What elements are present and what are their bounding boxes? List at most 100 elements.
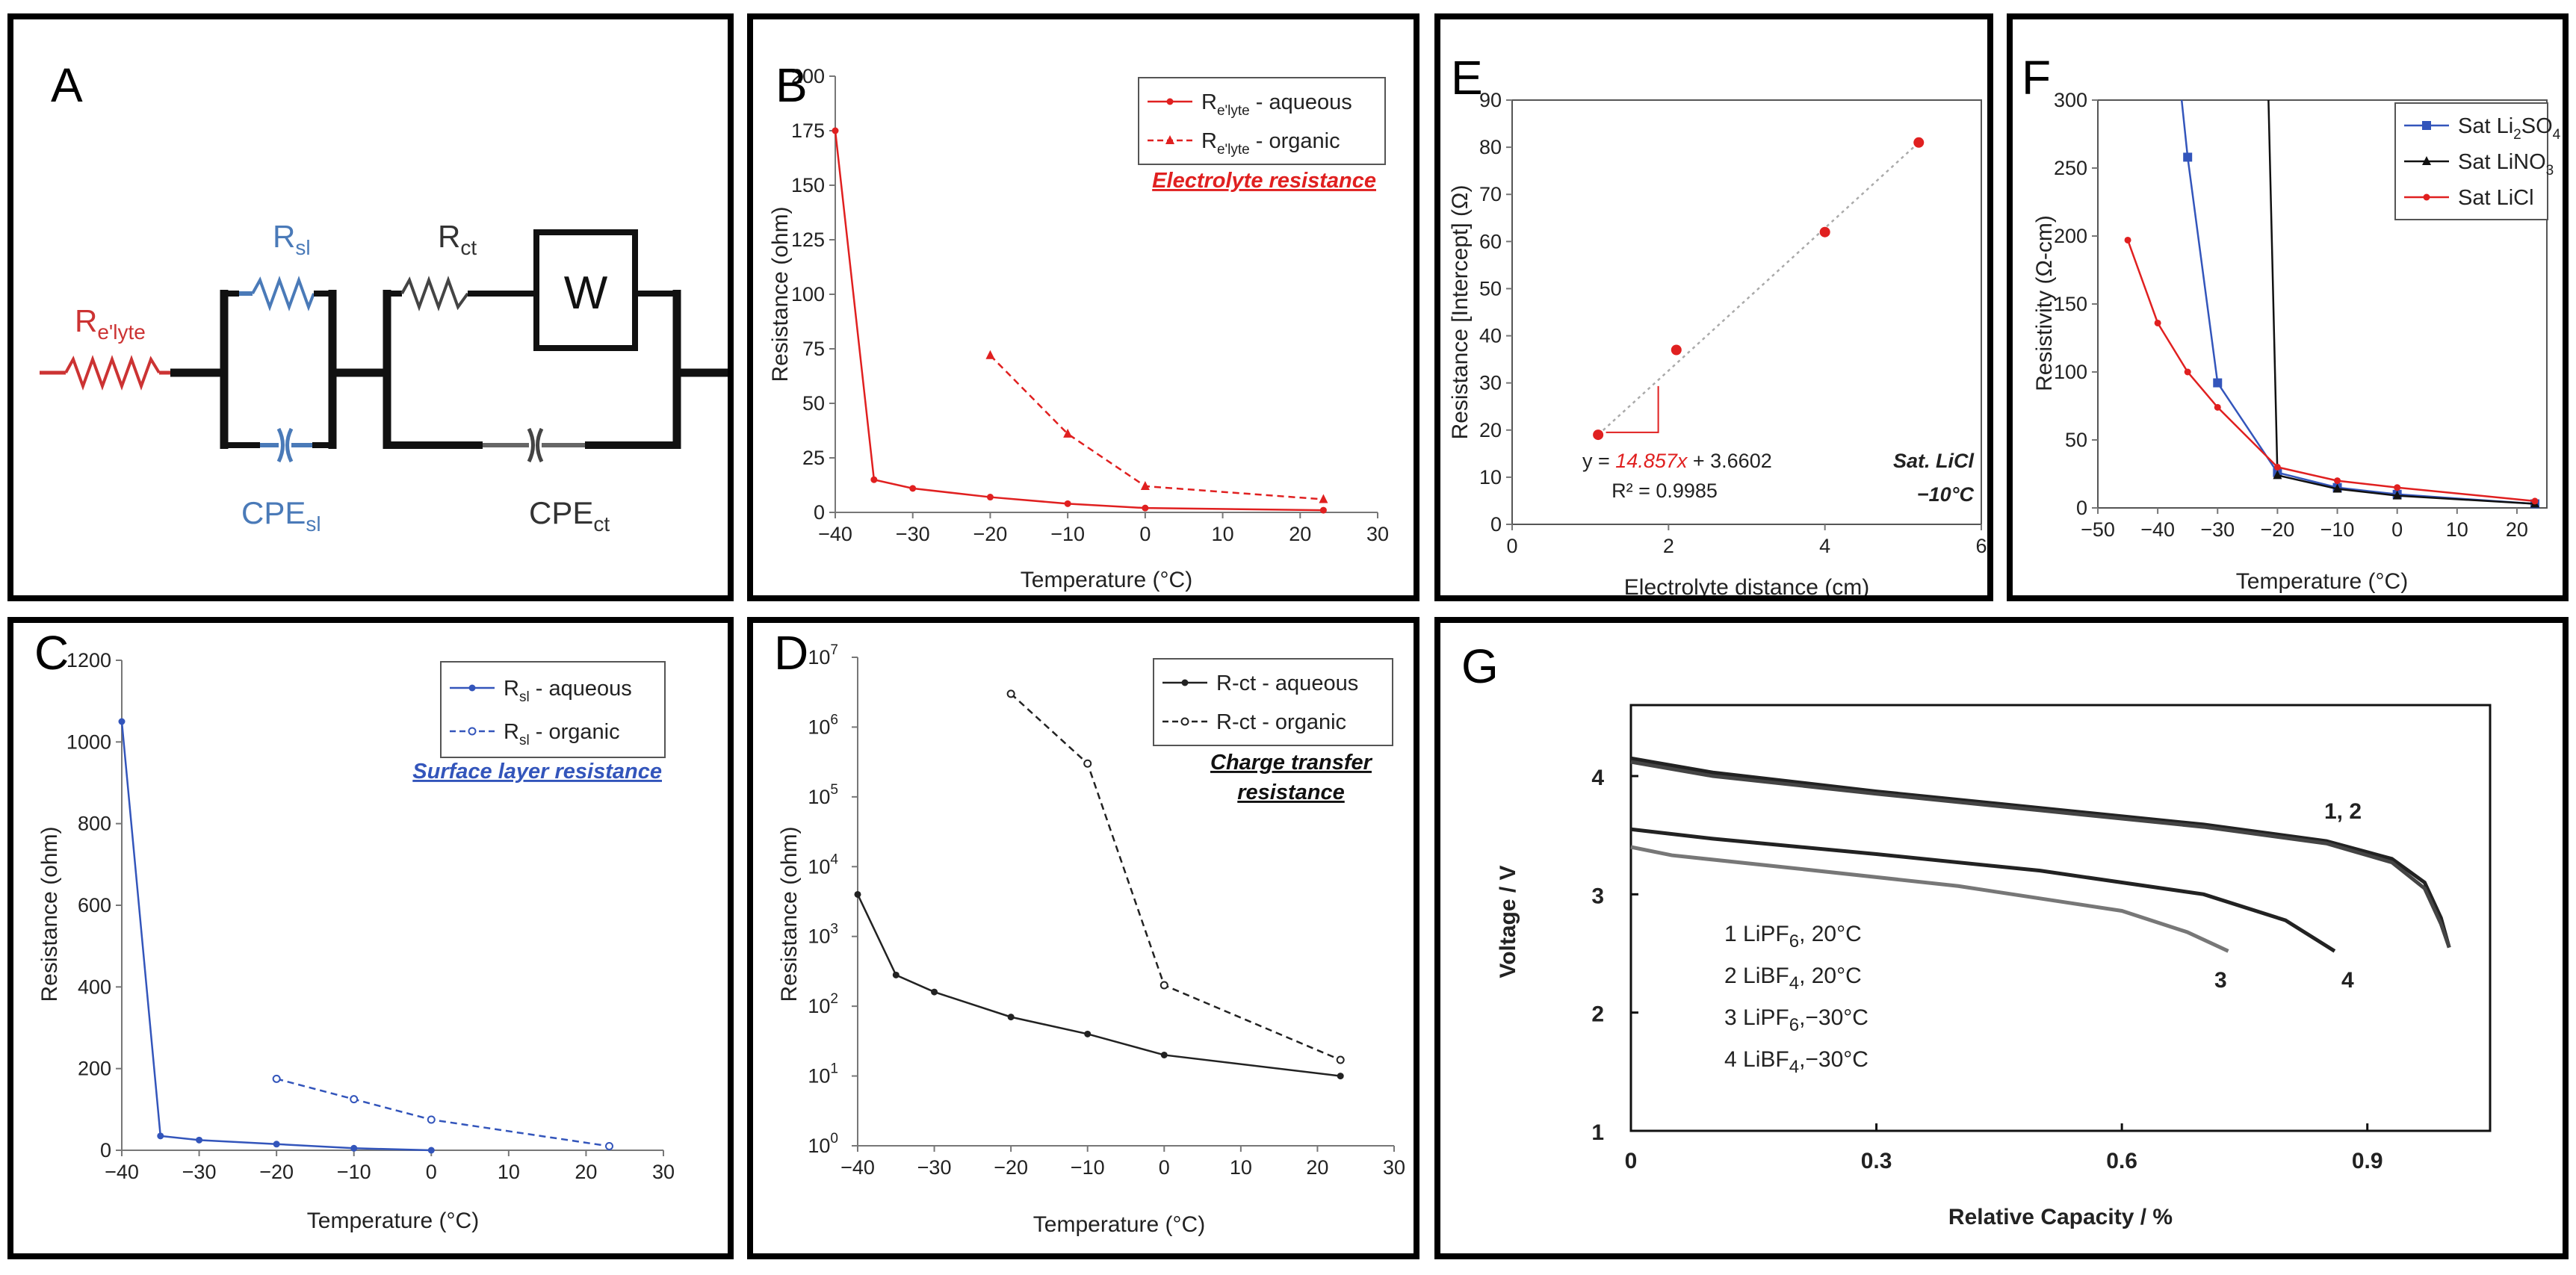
y-tick-label: 50 bbox=[802, 392, 825, 415]
data-point bbox=[1006, 689, 1015, 698]
data-point bbox=[2332, 483, 2342, 493]
curve-line bbox=[1630, 845, 2229, 953]
y-tick-label: 200 bbox=[791, 65, 825, 87]
x-tick-label: −20 bbox=[259, 1161, 294, 1183]
r-ct-resistor bbox=[400, 276, 469, 311]
x-tick-label: −40 bbox=[105, 1161, 139, 1183]
data-point bbox=[2334, 477, 2341, 485]
x-tick-label: −20 bbox=[994, 1156, 1028, 1179]
y-tick-label: 107 bbox=[808, 642, 838, 668]
x-tick-label: 30 bbox=[1366, 523, 1389, 545]
x-tick-label: 10 bbox=[1212, 523, 1234, 545]
x-tick-label: 0.3 bbox=[1861, 1149, 1892, 1173]
series-r bbox=[272, 1074, 613, 1151]
y-tick-label: 60 bbox=[1479, 230, 1502, 252]
x-tick-label: −30 bbox=[2200, 518, 2235, 541]
chart-f: −50 −40 −30 −20 −10 0 10 20050100150200250300FT… bbox=[2022, 51, 2561, 594]
y-tick-label: 25 bbox=[802, 447, 825, 469]
y-tick-label: 70 bbox=[1479, 183, 1502, 205]
data-point bbox=[1319, 506, 1327, 514]
legend-label: R-ct - aqueous bbox=[1216, 671, 1358, 695]
annotation-line-2: resistance bbox=[1237, 781, 1345, 804]
x-tick-label: 30 bbox=[1383, 1156, 1405, 1179]
data-point bbox=[2394, 484, 2401, 491]
x-tick-label: 20 bbox=[575, 1161, 597, 1183]
x-tick-label: 10 bbox=[1230, 1156, 1252, 1179]
y-tick-label: 50 bbox=[1479, 277, 1502, 300]
x-axis-title: Temperature (°C) bbox=[1033, 1212, 1205, 1237]
series-line bbox=[1010, 692, 1341, 1061]
y-tick-label: 250 bbox=[2054, 157, 2087, 179]
data-point bbox=[1337, 1073, 1344, 1080]
label-w: W bbox=[564, 267, 608, 319]
y-tick-label: 2 bbox=[1591, 1002, 1604, 1027]
legend-label: R-ct - organic bbox=[1216, 710, 1346, 734]
discharge-curve-4 bbox=[1630, 827, 2336, 953]
y-tick-label: 150 bbox=[2054, 293, 2087, 315]
x-tick-label: −30 bbox=[917, 1156, 952, 1179]
y-tick-label: 100 bbox=[808, 1131, 838, 1157]
fit-r-squared: R² = 0.9985 bbox=[1611, 480, 1718, 502]
x-tick-label: −30 bbox=[182, 1161, 217, 1183]
y-tick-label: 10 bbox=[1479, 466, 1502, 488]
data-point bbox=[1084, 1030, 1092, 1037]
curve-line bbox=[1630, 827, 2336, 953]
x-tick-label: −40 bbox=[2140, 518, 2175, 541]
x-tick-label: 0 bbox=[1159, 1156, 1170, 1179]
data-point bbox=[1064, 500, 1071, 507]
discharge-curve-3 bbox=[1630, 845, 2229, 953]
curve-line bbox=[1630, 760, 2451, 949]
y-tick-label: 80 bbox=[1479, 136, 1502, 158]
y-tick-label: 1000 bbox=[66, 730, 111, 753]
series-label-line-1: Sat. LiCl bbox=[1893, 450, 1975, 472]
y-tick-label: 200 bbox=[2054, 225, 2087, 247]
chart-c: −40 −30 −20 −10 0 10 20 30 0 200 400 600 800 1000 1200… bbox=[34, 626, 675, 1233]
series-line bbox=[2186, 157, 2536, 505]
annotation: Surface layer resistance bbox=[412, 760, 662, 784]
legend-label: Rsl - aqueous bbox=[504, 677, 632, 705]
x-axis-title: Temperature (°C) bbox=[2236, 569, 2408, 594]
panel-b-electrolyte-resistance: −40 −30 −20 −10 0 10 20 30 0 25 50 75 100 125 150 175 20… bbox=[747, 13, 1419, 601]
x-tick-label: 20 bbox=[2506, 518, 2528, 541]
annotation-line-1: Charge transfer bbox=[1210, 751, 1373, 775]
y-tick-label: 50 bbox=[2065, 429, 2087, 451]
panel-label-d: D bbox=[774, 626, 808, 680]
x-tick-label: 30 bbox=[652, 1161, 675, 1183]
y-tick-label: 0 bbox=[1490, 513, 1502, 536]
y-tick-label: 105 bbox=[808, 782, 838, 808]
y-tick-label: 1200 bbox=[66, 649, 111, 671]
data-point bbox=[2124, 236, 2131, 243]
legend-marker bbox=[2422, 156, 2431, 165]
y-tick-label: 103 bbox=[808, 922, 838, 948]
chart-d: −40 −30 −20 −10 0 10 20 30 100 101 102 103 104 105 106… bbox=[774, 626, 1405, 1237]
legend-marker bbox=[1165, 135, 1174, 144]
panel-label-b: B bbox=[775, 58, 808, 112]
label-r-elyte: Re'lyte bbox=[75, 303, 146, 344]
data-point bbox=[870, 476, 878, 483]
data-point bbox=[2183, 152, 2193, 162]
series-line bbox=[276, 1078, 610, 1147]
legend-marker bbox=[468, 727, 477, 736]
data-point bbox=[1142, 504, 1149, 512]
y-tick-label: 800 bbox=[78, 813, 111, 835]
panel-d-charge-transfer-resistance: −40 −30 −20 −10 0 10 20 30 100 101 102 103 104 105 106… bbox=[747, 617, 1419, 1259]
x-tick-label: −20 bbox=[973, 523, 1008, 545]
data-point bbox=[892, 971, 900, 978]
series-r bbox=[985, 350, 1328, 503]
data-point bbox=[157, 1132, 164, 1140]
y-tick-label: 0 bbox=[2076, 497, 2087, 519]
data-point bbox=[1913, 137, 1925, 148]
y-tick-label: 175 bbox=[791, 120, 825, 142]
cpe-sl-capacitor bbox=[276, 427, 285, 463]
legend-marker bbox=[2423, 193, 2430, 201]
x-tick-label: 0 bbox=[1139, 523, 1151, 545]
data-point bbox=[118, 718, 126, 725]
data-point bbox=[427, 1115, 436, 1124]
panel-label-a: A bbox=[51, 58, 83, 112]
x-tick-label: 6 bbox=[1975, 535, 1987, 557]
plot-frame bbox=[1511, 99, 1982, 525]
data-point bbox=[605, 1142, 613, 1151]
y-tick-label: 600 bbox=[78, 894, 111, 916]
panel-c-surface-layer-resistance: −40 −30 −20 −10 0 10 20 30 0 200 400 600 800 1000 1200… bbox=[7, 617, 734, 1259]
